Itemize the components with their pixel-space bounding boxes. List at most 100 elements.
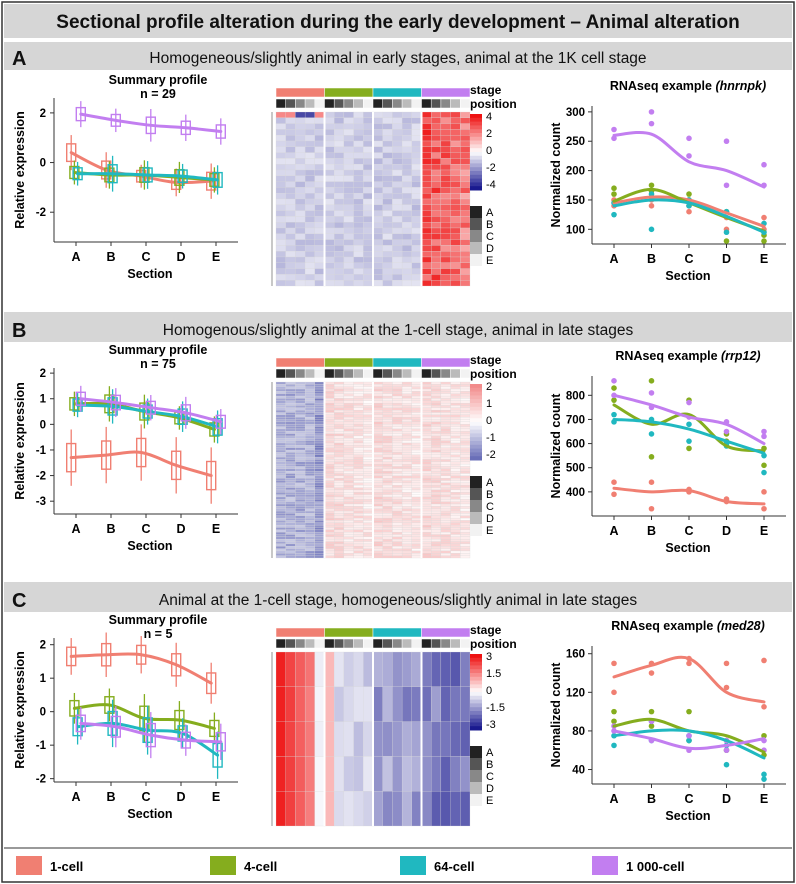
heatmap-cell (421, 222, 432, 229)
heatmap-section-swatch (470, 758, 482, 770)
heatmap-cell (353, 395, 364, 399)
heatmap-cell (460, 543, 471, 547)
heatmap-cell (421, 428, 432, 432)
heatmap-cell (295, 256, 306, 263)
heatmap-cell (431, 468, 442, 472)
heatmap-cell (304, 111, 315, 118)
heatmap-position-cell (382, 638, 393, 649)
heatmap-cell (411, 256, 422, 263)
heatmap-cell (382, 239, 393, 246)
heatmap-cell (411, 388, 422, 392)
heatmap-scale-step (470, 437, 482, 442)
heatmap-cell (382, 407, 393, 411)
heatmap-cell (440, 391, 451, 394)
heatmap-cell (411, 402, 422, 406)
heatmap-cell (421, 433, 432, 437)
summary-y-tick-label: 0 (40, 707, 46, 719)
heatmap-cell (431, 135, 442, 142)
heatmap-cell (440, 536, 451, 540)
heatmap-cell (304, 503, 315, 507)
heatmap-cell (401, 555, 412, 559)
heatmap-position-cell (440, 368, 451, 379)
heatmap-cell (295, 268, 306, 275)
heatmap-cell (372, 424, 383, 427)
heatmap-cell (334, 417, 345, 420)
heatmap-cell (353, 384, 364, 387)
heatmap-cell (372, 517, 383, 521)
heatmap-cell (334, 169, 345, 176)
heatmap-cell (304, 398, 315, 401)
heatmap-cell (324, 494, 335, 498)
heatmap-cell (353, 410, 364, 413)
panel-a: A Homogeneous/slightly animal in early st… (4, 42, 792, 287)
heatmap-cell (324, 555, 335, 559)
heatmap-cell (343, 135, 354, 142)
heatmap-cell (285, 447, 296, 451)
heatmap-cell (314, 548, 325, 552)
heatmap-cell (324, 410, 335, 413)
heatmap-cell (392, 414, 403, 418)
heatmap-cell (382, 513, 393, 516)
heatmap-cell (334, 419, 345, 423)
heatmap-position-cell (353, 98, 364, 109)
heatmap-cell (401, 492, 412, 495)
heatmap-cell (382, 111, 393, 118)
heatmap-cell (411, 445, 422, 448)
heatmap-cell (314, 414, 325, 418)
heatmap-cell (460, 410, 471, 413)
heatmap-cell (440, 164, 451, 171)
heatmap-cell (324, 398, 335, 401)
heatmap-cell (401, 164, 412, 171)
heatmap-cell (324, 424, 335, 427)
summary-line-1-cell (69, 450, 213, 478)
heatmap-cell (363, 532, 374, 535)
heatmap-cell (363, 525, 374, 528)
heatmap-cell (440, 550, 451, 554)
heatmap-cell (440, 407, 451, 411)
heatmap-cell (372, 546, 383, 549)
rnaseq-point (761, 469, 767, 476)
heatmap-cell (343, 482, 354, 486)
heatmap-cell (324, 233, 335, 240)
heatmap-cell (324, 210, 335, 217)
heatmap-cell (392, 520, 403, 523)
heatmap-cell (460, 419, 471, 423)
heatmap-cell (275, 405, 286, 408)
heatmap-cell (382, 466, 393, 469)
heatmap-cell (421, 548, 432, 552)
heatmap-section-label: B (486, 219, 493, 231)
heatmap-cell (334, 480, 345, 484)
heatmap-cell (314, 489, 325, 493)
heatmap-cell (372, 158, 383, 165)
heatmap-section-label: E (486, 255, 493, 267)
heatmap-cell (440, 198, 451, 205)
heatmap-scale-step (470, 654, 482, 659)
heatmap-cell (460, 210, 471, 217)
heatmap-cell (343, 459, 354, 462)
heatmap-cell (450, 539, 461, 542)
heatmap-cell (411, 496, 422, 500)
heatmap-cell (401, 468, 412, 472)
heatmap-cell (353, 492, 364, 495)
heatmap-section-swatch (470, 782, 482, 794)
heatmap-cell (275, 146, 286, 153)
heatmap-cell (440, 501, 451, 505)
heatmap-cell (343, 503, 354, 507)
heatmap-cell (431, 424, 442, 427)
heatmap-cell (334, 388, 345, 392)
heatmap-cell (460, 187, 471, 194)
heatmap-cell (324, 216, 335, 223)
heatmap-cell (275, 447, 286, 451)
heatmap-cell (324, 553, 335, 556)
heatmap-scale-tick: 2 (486, 381, 492, 393)
heatmap-cell (314, 791, 325, 827)
heatmap-cell (440, 268, 451, 275)
heatmap-cell (285, 256, 296, 263)
heatmap-cell (343, 525, 354, 528)
heatmap-section-swatch (470, 524, 482, 536)
heatmap-cell (275, 424, 286, 427)
heatmap-cell (431, 433, 442, 437)
heatmap-cell (460, 140, 471, 147)
heatmap-cell (363, 152, 374, 159)
